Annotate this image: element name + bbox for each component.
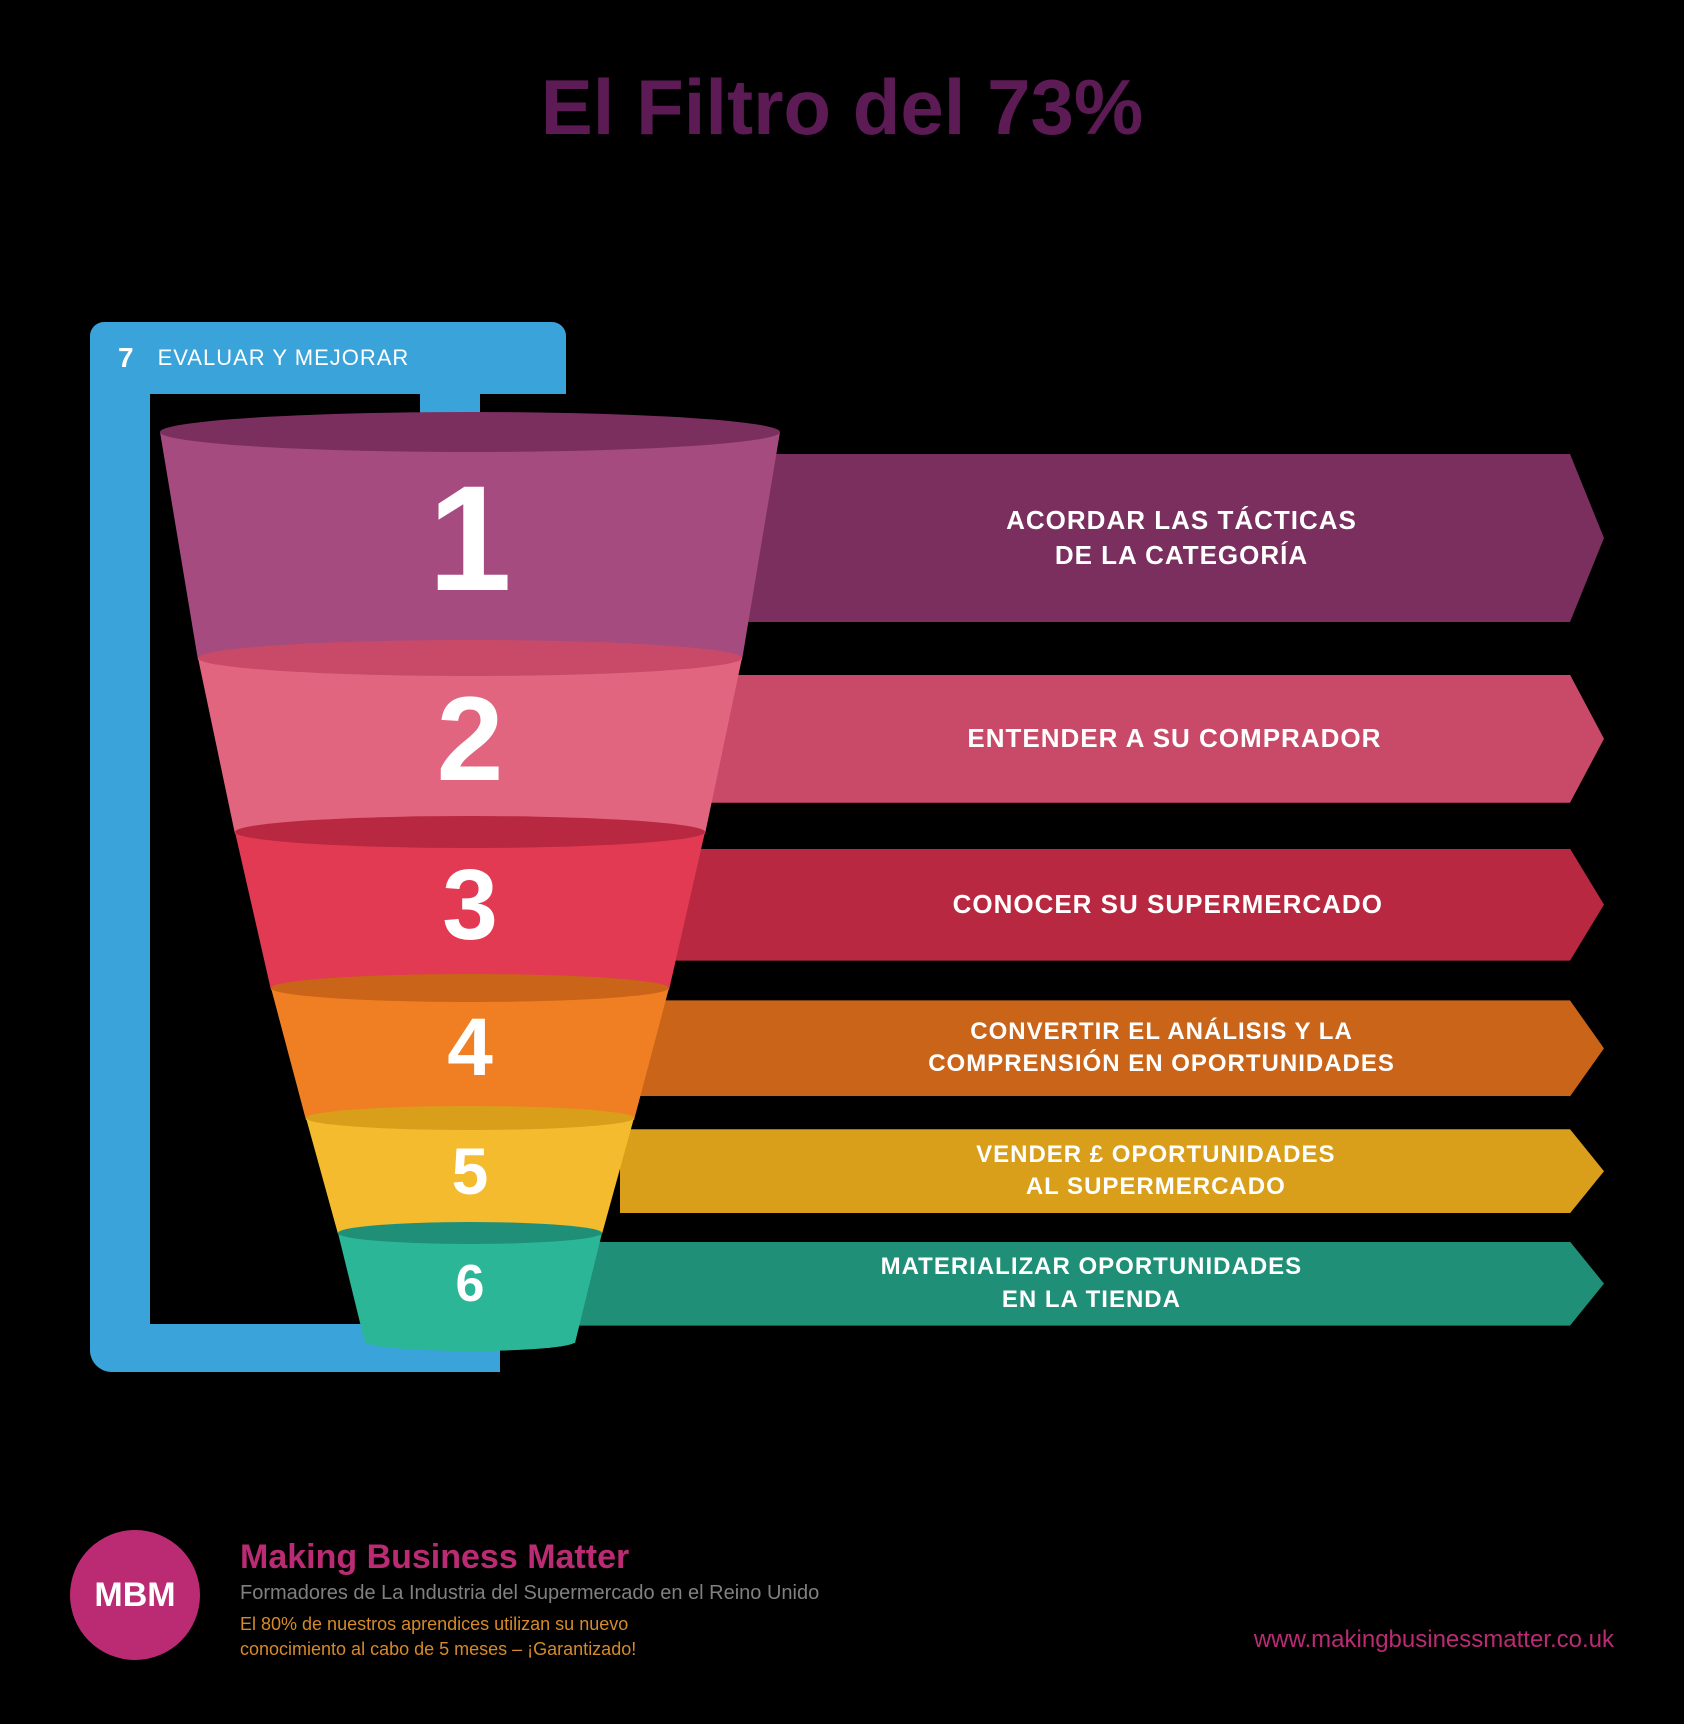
footer-subtitle: Formadores de La Industria del Supermerc…	[240, 1582, 819, 1605]
funnel-label-bar-3: CONOCER SU SUPERMERCADO	[580, 849, 1604, 961]
funnel-number-4: 4	[271, 1007, 669, 1089]
funnel-rim-top-6	[338, 1222, 602, 1244]
funnel-number-2: 2	[198, 679, 742, 799]
funnel-label-bar-4: CONVERTIR EL ANÁLISIS Y LACOMPRENSIÓN EN…	[600, 1000, 1604, 1096]
feedback-number: 7	[118, 342, 134, 374]
funnel-rim-top-2	[198, 640, 742, 676]
feedback-pipe-left	[90, 394, 150, 1372]
funnel-rim-top-5	[306, 1106, 634, 1130]
funnel-rim-top-3	[235, 816, 705, 848]
funnel-label-3: CONOCER SU SUPERMERCADO	[580, 887, 1604, 922]
funnel-rim-top-4	[271, 974, 669, 1002]
funnel-label-bar-6: MATERIALIZAR OPORTUNIDADESEN LA TIENDA	[520, 1242, 1604, 1326]
funnel-label-5: VENDER £ OPORTUNIDADESAL SUPERMERCADO	[620, 1139, 1604, 1204]
footer: MBM Making Business Matter Formadores de L…	[70, 1530, 1614, 1690]
funnel-label-bar-5: VENDER £ OPORTUNIDADESAL SUPERMERCADO	[620, 1129, 1604, 1213]
funnel-number-6: 6	[338, 1258, 602, 1310]
infographic-canvas: El Filtro del 73%7EVALUAR Y MEJORARACORD…	[0, 0, 1684, 1724]
footer-url: www.makingbusinessmatter.co.uk	[1254, 1626, 1614, 1654]
funnel-number-3: 3	[235, 855, 705, 955]
feedback-label: EVALUAR Y MEJORAR	[158, 345, 410, 371]
funnel-label-6: MATERIALIZAR OPORTUNIDADESEN LA TIENDA	[520, 1251, 1604, 1316]
funnel-rim-top-1	[160, 412, 780, 452]
funnel-number-1: 1	[160, 463, 780, 613]
funnel-number-5: 5	[306, 1138, 634, 1204]
funnel-segment-6: 6	[338, 1222, 602, 1354]
footer-tagline: El 80% de nuestros aprendices utilizan s…	[240, 1612, 636, 1662]
title: El Filtro del 73%	[0, 62, 1684, 153]
logo-badge: MBM	[70, 1530, 200, 1660]
feedback-bar: 7 EVALUAR Y MEJORAR	[90, 322, 566, 394]
funnel-rim-bottom-6	[365, 1332, 575, 1351]
footer-brand: Making Business Matter	[240, 1538, 629, 1577]
funnel-label-4: CONVERTIR EL ANÁLISIS Y LACOMPRENSIÓN EN…	[600, 1016, 1604, 1081]
